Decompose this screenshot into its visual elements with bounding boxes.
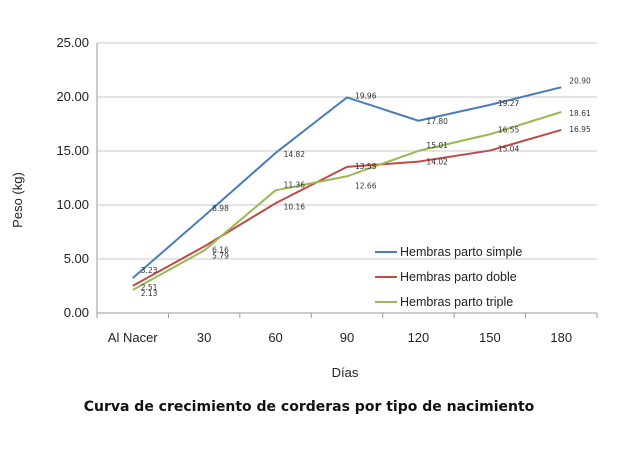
data-label: 11.36 xyxy=(284,180,306,189)
data-label: 19.96 xyxy=(355,91,377,100)
y-tick-label: 25.00 xyxy=(56,35,89,50)
data-label: 2.13 xyxy=(141,289,158,298)
data-label: 12.66 xyxy=(355,181,377,190)
series-line xyxy=(132,128,562,287)
data-label: 10.16 xyxy=(284,202,306,211)
x-tick-label: 90 xyxy=(340,330,354,345)
data-label: 18.61 xyxy=(569,109,591,118)
axes xyxy=(96,43,598,318)
series-line xyxy=(132,111,562,291)
y-axis-title: Peso (kg) xyxy=(10,172,25,228)
x-tick-label: 180 xyxy=(550,330,572,345)
legend-label: Hembras parto simple xyxy=(400,245,522,259)
y-tick-label: 15.00 xyxy=(56,143,89,158)
gridlines xyxy=(97,42,597,260)
series-line xyxy=(132,86,562,279)
data-label: 14.02 xyxy=(426,158,448,167)
data-label: 3.23 xyxy=(141,266,158,275)
data-label: 8.98 xyxy=(212,204,229,213)
data-labels: 3.23 8.98 14.82 19.96 17.80 19.27 20.90 2.51 6.1… xyxy=(141,76,591,298)
y-tick-label: 20.00 xyxy=(56,89,89,104)
data-label: 6.16 xyxy=(212,245,229,254)
legend: Hembras parto simple Hembras parto doble H… xyxy=(375,245,522,309)
chart-title: Curva de crecimiento de corderas por tip… xyxy=(83,399,535,415)
legend-label: Hembras parto triple xyxy=(400,295,513,309)
data-label: 19.27 xyxy=(498,99,520,108)
y-tick-label: 10.00 xyxy=(56,197,89,212)
line-chart: 0.00 5.00 10.00 15.00 20.00 25.00 Al Nacer 30 6… xyxy=(10,35,598,380)
data-label: 17.80 xyxy=(426,117,448,126)
data-label: 20.90 xyxy=(569,76,591,85)
x-tick-label: 60 xyxy=(268,330,282,345)
data-label: 16.55 xyxy=(498,125,520,134)
x-tick-label: Al Nacer xyxy=(108,330,159,345)
y-tick-label: 0.00 xyxy=(64,305,89,320)
data-label: 15.01 xyxy=(426,141,448,150)
x-tick-label: 150 xyxy=(479,330,501,345)
series-lines xyxy=(132,86,562,291)
data-label: 2.51 xyxy=(141,283,158,292)
data-label: 16.95 xyxy=(569,125,591,134)
y-tick-labels: 0.00 5.00 10.00 15.00 20.00 25.00 xyxy=(56,35,89,320)
legend-label: Hembras parto doble xyxy=(400,270,517,284)
x-tick-label: 120 xyxy=(408,330,430,345)
x-axis-title: Días xyxy=(332,365,359,380)
y-tick-label: 5.00 xyxy=(64,251,89,266)
data-label: 5.79 xyxy=(212,251,229,260)
data-label: 13.53 xyxy=(355,162,377,171)
x-tick-label: 30 xyxy=(197,330,211,345)
x-tick-labels: Al Nacer 30 60 90 120 150 180 xyxy=(108,330,572,345)
data-label: 14.82 xyxy=(284,150,306,159)
data-label: 15.04 xyxy=(498,145,520,154)
